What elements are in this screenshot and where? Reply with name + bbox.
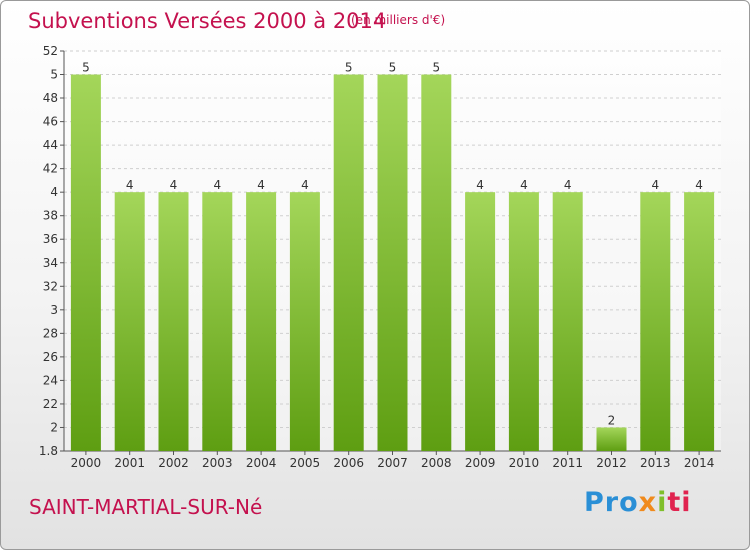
bar-2007 — [377, 74, 408, 451]
y-tick-label: 42 — [43, 162, 58, 176]
data-label-2004: 4 — [257, 178, 265, 192]
bar-2013 — [640, 192, 671, 452]
y-tick-label: 32 — [43, 279, 58, 293]
x-tick-label-2002: 2002 — [158, 456, 189, 470]
y-tick-label: 4 — [50, 185, 58, 199]
chart-subtitle: (en milliers d'€) — [351, 13, 446, 27]
y-tick-label: 24 — [43, 373, 58, 387]
bar-2012 — [596, 427, 627, 451]
x-tick-label-2008: 2008 — [421, 456, 452, 470]
y-tick-label: 28 — [43, 326, 58, 340]
data-label-2006: 5 — [345, 61, 353, 75]
bar-2008 — [421, 74, 452, 451]
x-tick-label-2009: 2009 — [465, 456, 496, 470]
data-label-2003: 4 — [213, 178, 221, 192]
y-tick-label: 52 — [43, 44, 58, 58]
data-label-2005: 4 — [301, 178, 309, 192]
bar-2004 — [246, 192, 277, 452]
x-tick-label-2012: 2012 — [596, 456, 627, 470]
data-label-2009: 4 — [476, 178, 484, 192]
x-tick-label-2005: 2005 — [290, 456, 321, 470]
proxiti-logo: Proxiti — [584, 487, 692, 518]
x-tick-label-2007: 2007 — [377, 456, 408, 470]
bar-2001 — [114, 192, 145, 452]
commune-name: SAINT-MARTIAL-SUR-Né — [29, 495, 263, 519]
y-tick-label: 5 — [50, 68, 58, 82]
data-label-2007: 5 — [389, 61, 397, 75]
bar-2003 — [202, 192, 233, 452]
data-label-2013: 4 — [651, 178, 659, 192]
y-tick-label: 1.8 — [39, 444, 58, 458]
chart-title: Subventions Versées 2000 à 2014 — [28, 9, 387, 33]
x-tick-label-2004: 2004 — [246, 456, 277, 470]
data-label-2000: 5 — [82, 61, 90, 75]
x-tick-label-2014: 2014 — [684, 456, 715, 470]
data-label-2001: 4 — [126, 178, 134, 192]
bar-2002 — [158, 192, 189, 452]
y-tick-label: 36 — [43, 232, 58, 246]
bar-2006 — [333, 74, 364, 451]
data-label-2010: 4 — [520, 178, 528, 192]
y-tick-label: 44 — [43, 138, 58, 152]
y-tick-label: 38 — [43, 209, 58, 223]
data-label-2011: 4 — [564, 178, 572, 192]
data-label-2008: 5 — [432, 61, 440, 75]
x-tick-label-2001: 2001 — [114, 456, 145, 470]
y-tick-label: 46 — [43, 115, 58, 129]
x-tick-label-2003: 2003 — [202, 456, 233, 470]
x-tick-label-2000: 2000 — [71, 456, 102, 470]
bar-2010 — [508, 192, 539, 452]
bar-2000 — [70, 74, 101, 451]
x-tick-label-2011: 2011 — [552, 456, 583, 470]
y-tick-label: 3 — [50, 303, 58, 317]
y-tick-label: 22 — [43, 397, 58, 411]
x-tick-label-2010: 2010 — [509, 456, 540, 470]
data-label-2014: 4 — [695, 178, 703, 192]
bar-2009 — [465, 192, 496, 452]
y-tick-label: 34 — [43, 256, 58, 270]
y-tick-label: 2 — [50, 420, 58, 434]
bar-2005 — [289, 192, 320, 452]
data-label-2002: 4 — [170, 178, 178, 192]
bar-2014 — [684, 192, 715, 452]
x-tick-label-2013: 2013 — [640, 456, 671, 470]
y-tick-label: 48 — [43, 91, 58, 105]
x-tick-label-2006: 2006 — [333, 456, 364, 470]
data-label-2012: 2 — [608, 413, 616, 427]
y-tick-label: 26 — [43, 350, 58, 364]
bar-2011 — [552, 192, 583, 452]
